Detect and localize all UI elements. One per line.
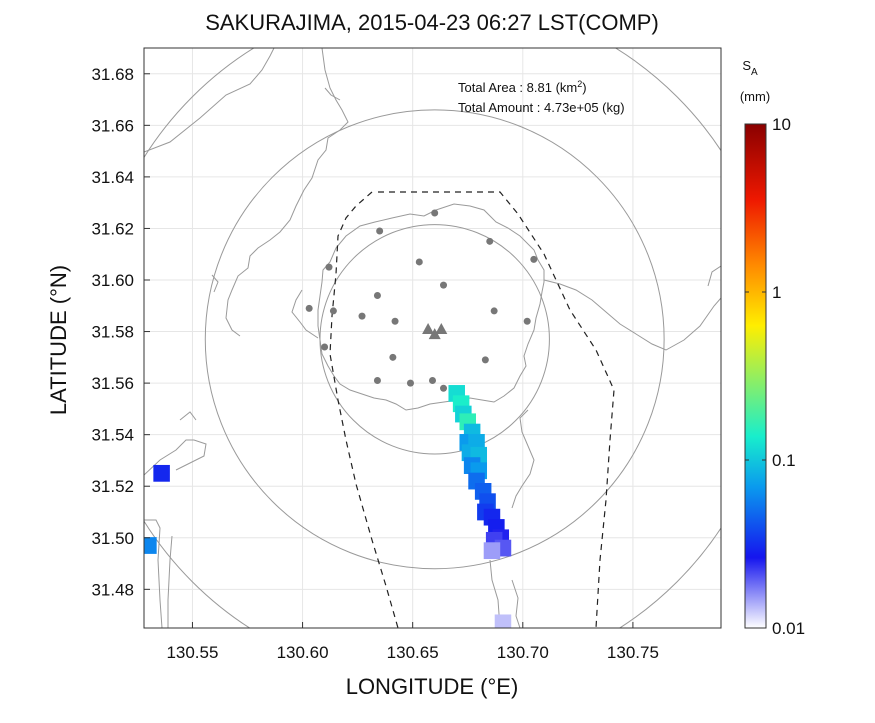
y-tick-label: 31.56	[91, 374, 134, 393]
y-tick-label: 31.64	[91, 168, 134, 187]
station-marker	[440, 281, 448, 289]
x-axis-label: LONGITUDE (°E)	[346, 674, 519, 699]
restricted-zone-outline	[329, 191, 615, 628]
range-circle	[319, 224, 550, 455]
station-marker	[530, 255, 538, 263]
colorbar-title: SA	[742, 58, 758, 78]
range-circle	[204, 109, 665, 570]
total-amount-text: Total Amount : 4.73e+05 (kg)	[458, 100, 625, 115]
volcano-vent-marker	[422, 322, 435, 334]
x-tick-label: 130.70	[497, 643, 549, 662]
range-circles	[144, 48, 721, 628]
y-tick-label: 31.66	[91, 116, 134, 135]
station-marker	[486, 237, 494, 245]
total-area-sup: 2	[577, 79, 582, 89]
ash-cell	[483, 542, 501, 560]
ash-deposit-plume	[144, 385, 512, 628]
station-marker	[325, 263, 333, 271]
x-axis-ticks: 130.55 130.60 130.65 130.70 130.75	[166, 622, 659, 662]
station-marker	[305, 304, 313, 312]
colorbar-title-sub: A	[751, 67, 758, 78]
colorbar-tick-label: 10	[772, 115, 791, 134]
station-marker	[321, 343, 329, 351]
total-area-close: )	[582, 80, 586, 95]
colorbar-unit: (mm)	[740, 89, 770, 104]
colorbar-gradient	[744, 123, 767, 629]
chart-title: SAKURAJIMA, 2015-04-23 06:27 LST(COMP)	[205, 10, 659, 35]
x-tick-label: 130.75	[607, 643, 659, 662]
volcano-vents	[422, 322, 448, 340]
volcano-vent-marker	[435, 322, 448, 334]
y-tick-label: 31.52	[91, 477, 134, 496]
station-marker	[376, 227, 384, 235]
station-marker	[391, 317, 399, 325]
y-axis-ticks: 31.48 31.50 31.52 31.54 31.56 31.58 31.60 31.62…	[91, 65, 150, 599]
observation-stations	[305, 209, 538, 392]
station-marker	[373, 377, 381, 385]
y-tick-label: 31.50	[91, 529, 134, 548]
colorbar-tick-label: 0.1	[772, 451, 796, 470]
y-tick-label: 31.54	[91, 426, 134, 445]
station-marker	[440, 384, 448, 392]
station-marker	[406, 379, 414, 387]
ash-cell	[494, 614, 512, 628]
colorbar-tick-label: 0.01	[772, 619, 805, 638]
y-tick-label: 31.60	[91, 271, 134, 290]
station-marker	[429, 377, 436, 385]
station-marker	[481, 356, 489, 364]
station-marker	[431, 209, 439, 217]
total-area-label: Total Area : 8.81 (km	[458, 80, 577, 95]
x-tick-label: 130.65	[387, 643, 439, 662]
y-tick-label: 31.68	[91, 65, 134, 84]
x-tick-label: 130.55	[166, 643, 218, 662]
station-marker	[523, 317, 531, 325]
colorbar-tick-label: 1	[772, 283, 781, 302]
volcano-vent-marker	[428, 328, 441, 340]
colorbar-ticks: 10 1 0.1 0.01	[745, 115, 805, 638]
total-area-text: Total Area : 8.81 (km2)	[458, 79, 587, 95]
colorbar-title-main: S	[742, 58, 751, 73]
station-marker	[490, 307, 498, 315]
plot-frame	[143, 47, 722, 629]
ash-cell	[144, 537, 157, 554]
y-tick-label: 31.48	[91, 580, 134, 599]
station-marker	[358, 312, 366, 320]
y-tick-label: 31.62	[91, 219, 134, 238]
station-marker	[415, 258, 423, 266]
ash-cell	[153, 464, 170, 482]
y-axis-label: LATITUDE (°N)	[46, 265, 71, 415]
station-marker	[329, 307, 337, 315]
station-marker	[373, 291, 381, 299]
y-tick-label: 31.58	[91, 323, 134, 342]
x-tick-label: 130.60	[277, 643, 329, 662]
station-marker	[389, 353, 397, 361]
